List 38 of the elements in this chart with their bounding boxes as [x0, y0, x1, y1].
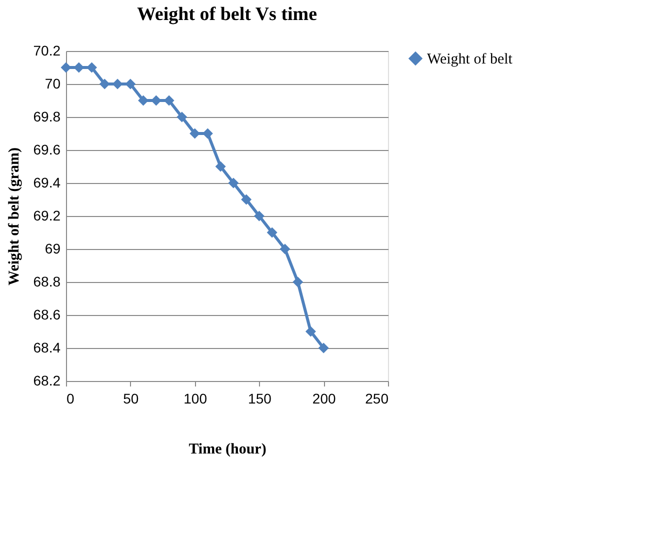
x-tick-label: 50: [123, 390, 139, 406]
x-axis-title: Time (hour): [188, 442, 266, 458]
x-tick-label: 150: [248, 390, 272, 406]
y-tick-label: 68.4: [33, 340, 61, 356]
x-tick-label: 100: [184, 390, 208, 406]
point: [254, 210, 264, 222]
y-tick-label: 68.8: [33, 274, 61, 290]
y-tick-label: 70.2: [33, 42, 61, 58]
point: [280, 244, 290, 254]
x-tick-label: 0: [66, 390, 74, 406]
y-tick-label: 69.4: [33, 174, 61, 190]
point: [215, 161, 226, 172]
legend-label: Weight of belt: [427, 52, 514, 68]
x-tick-label: 250: [365, 390, 389, 406]
y-axis-title: Weight of belt (gram): [6, 148, 22, 286]
point: [241, 194, 252, 205]
point: [74, 62, 84, 73]
point: [86, 62, 98, 73]
point: [292, 276, 304, 288]
y-tick-label: 70: [44, 76, 61, 92]
point: [60, 62, 72, 73]
point: [176, 112, 188, 122]
point: [305, 326, 316, 337]
x-tick-label: 200: [312, 390, 336, 406]
point: [125, 78, 136, 90]
y-tick-label: 68.2: [33, 372, 61, 388]
point: [99, 78, 110, 90]
point: [112, 78, 123, 90]
y-tick-label: 69: [44, 240, 61, 256]
y-tick-label: 69.2: [33, 208, 61, 224]
point: [266, 227, 278, 238]
y-tick-label: 69.6: [33, 142, 61, 158]
point: [318, 342, 329, 354]
y-tick-label: 68.6: [33, 306, 61, 322]
y-tick-label: 69.8: [33, 108, 61, 124]
chart-title: Weight of belt Vs time: [136, 4, 318, 25]
point: [164, 95, 174, 106]
point: [228, 178, 239, 188]
